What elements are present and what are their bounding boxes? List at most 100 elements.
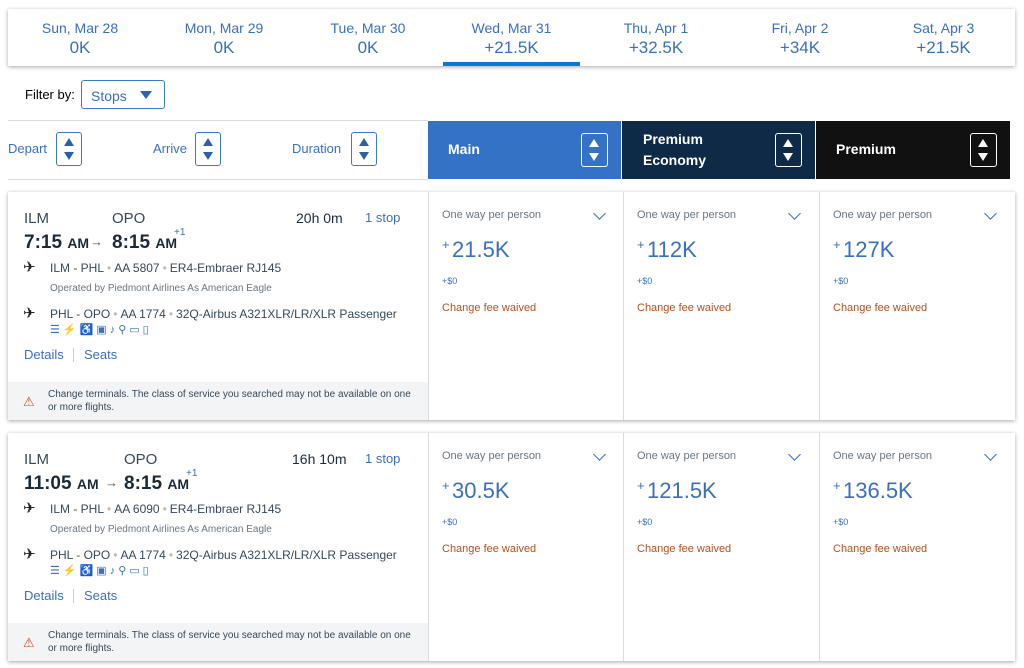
stops-link[interactable]: 1 stop	[365, 210, 401, 225]
date-tab-selected[interactable]: Wed, Mar 31 +21.5K	[443, 9, 580, 66]
sort-down-icon	[589, 153, 599, 161]
sort-premium-economy-button[interactable]	[775, 133, 802, 167]
date-price: +21.5K	[484, 38, 539, 57]
fare-label: One way per person	[442, 209, 542, 221]
entertainment-icon: ▣	[96, 565, 110, 577]
amenities: ☰⚡♿▣♪⚲▭▯	[50, 323, 152, 336]
sort-arrive-button[interactable]	[195, 132, 221, 166]
fare-main[interactable]: One way per person + 30.5K +$0 Change fe…	[428, 433, 623, 661]
amenities: ☰⚡♿▣♪⚲▭▯	[50, 564, 152, 577]
sort-down-icon	[783, 153, 793, 161]
flight-summary: ILM OPO 11:05 AM → 8:15 AM +1 16h 10m 1 …	[8, 433, 428, 661]
tv-icon: ▭	[129, 324, 143, 336]
sort-up-icon	[783, 139, 793, 147]
cabin-header-premium-economy[interactable]: Premium Economy	[622, 121, 815, 179]
fare-plus: +	[637, 237, 645, 252]
stops-link[interactable]: 1 stop	[365, 451, 401, 466]
plane-icon: ✈	[23, 500, 36, 517]
date-price: +21.5K	[916, 38, 971, 57]
fare-tax: +$0	[833, 276, 849, 286]
date-price: 0K	[213, 38, 235, 57]
link-divider	[73, 348, 74, 362]
date-tab[interactable]: Thu, Apr 1 +32.5K	[584, 9, 728, 66]
sort-down-icon	[203, 152, 213, 160]
change-fee-note: Change fee waived	[637, 302, 732, 314]
sort-depart-button[interactable]	[56, 132, 82, 166]
cabin-header-premium[interactable]: Premium	[816, 121, 1010, 179]
destination-code: OPO	[124, 451, 158, 468]
stops-dropdown-label: Stops	[91, 88, 127, 104]
cabin-header-main[interactable]: Main	[428, 121, 621, 179]
chevron-down-icon[interactable]	[788, 207, 801, 220]
change-fee-note: Change fee waived	[637, 543, 732, 555]
sort-up-icon	[203, 138, 213, 146]
date-price: +32.5K	[628, 38, 684, 57]
cabin-premium-economy-label: Premium Economy	[643, 131, 707, 168]
selected-underline	[443, 62, 580, 66]
date-price: 0K	[69, 38, 91, 57]
fare-tax: +$0	[637, 276, 653, 286]
caret-down-icon	[140, 91, 152, 99]
fare-plus: +	[637, 478, 645, 493]
phone-icon: ▯	[142, 565, 152, 577]
chevron-down-icon[interactable]	[593, 207, 606, 220]
fare-label: One way per person	[442, 450, 542, 462]
date-tab[interactable]: Mon, Mar 29 0K	[152, 9, 296, 66]
warning-banner: ⚠ Change terminals. The class of service…	[8, 382, 428, 420]
usb-icon: ⚲	[118, 565, 130, 577]
fare-premium-economy[interactable]: One way per person + 112K +$0 Change fee…	[623, 192, 818, 420]
fare-premium[interactable]: One way per person + 136.5K +$0 Change f…	[819, 433, 1014, 661]
fare-tax: +$0	[442, 276, 458, 286]
filter-label: Filter by:	[25, 87, 75, 102]
change-fee-note: Change fee waived	[442, 543, 537, 555]
sort-down-icon	[359, 152, 369, 160]
divider	[8, 120, 428, 121]
sort-main-button[interactable]	[581, 133, 608, 167]
arrive-time: 8:15 AM	[124, 473, 190, 494]
phone-icon: ▯	[142, 324, 152, 336]
seats-link[interactable]: Seats	[84, 588, 118, 603]
fare-price: 21.5K	[452, 237, 510, 262]
chevron-down-icon[interactable]	[593, 448, 606, 461]
details-link[interactable]: Details	[24, 588, 64, 603]
date-price: +34K	[779, 38, 821, 57]
details-link[interactable]: Details	[24, 347, 64, 362]
sort-depart-label: Depart	[8, 141, 48, 156]
depart-time: 7:15 AM	[24, 232, 90, 253]
fare-label: One way per person	[637, 450, 737, 462]
fare-premium[interactable]: One way per person + 127K +$0 Change fee…	[819, 192, 1014, 420]
seat-icon: ♿	[79, 565, 97, 577]
entertainment-icon: ▣	[96, 324, 110, 336]
fare-price: 127K	[843, 237, 895, 262]
music-icon: ♪	[109, 324, 119, 336]
fare-plus: +	[833, 237, 841, 252]
sort-down-icon	[978, 153, 988, 161]
date-label: Sat, Apr 3	[912, 20, 975, 36]
sort-premium-button[interactable]	[970, 133, 997, 167]
flight-card: ILM OPO 11:05 AM → 8:15 AM +1 16h 10m 1 …	[8, 433, 1015, 661]
seats-link[interactable]: Seats	[84, 347, 118, 362]
date-tab[interactable]: Tue, Mar 30 0K	[296, 9, 440, 66]
chevron-down-icon[interactable]	[984, 448, 997, 461]
date-tab[interactable]: Sun, Mar 28 0K	[8, 9, 152, 66]
date-selector: Sun, Mar 28 0K Mon, Mar 29 0K Tue, Mar 3…	[8, 9, 1015, 66]
chevron-down-icon[interactable]	[788, 448, 801, 461]
date-tab[interactable]: Fri, Apr 2 +34K	[728, 9, 872, 66]
origin-code: ILM	[24, 210, 50, 227]
operated-by: Operated by Piedmont Airlines As America…	[50, 524, 272, 535]
warning-icon: ⚠	[23, 635, 35, 650]
fare-label: One way per person	[637, 209, 737, 221]
stops-dropdown[interactable]: Stops	[81, 80, 165, 109]
fare-label: One way per person	[833, 450, 933, 462]
fare-premium-economy[interactable]: One way per person + 121.5K +$0 Change f…	[623, 433, 818, 661]
flight-card: ILM OPO 7:15 AM → 8:15 AM +1 20h 0m 1 st…	[8, 192, 1015, 420]
sort-duration-button[interactable]	[351, 132, 377, 166]
seat-icon: ♿	[79, 324, 97, 336]
date-tab[interactable]: Sat, Apr 3 +21.5K	[872, 9, 1015, 66]
date-label: Thu, Apr 1	[623, 20, 689, 36]
fare-main[interactable]: One way per person + 21.5K +$0 Change fe…	[428, 192, 623, 420]
arrow-right-icon: →	[105, 475, 118, 490]
sort-duration-label: Duration	[292, 141, 342, 156]
chevron-down-icon[interactable]	[984, 207, 997, 220]
plane-icon: ✈	[23, 259, 36, 276]
